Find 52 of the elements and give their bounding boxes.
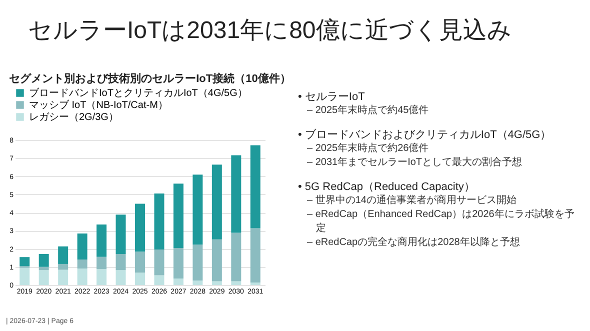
bar xyxy=(173,248,184,278)
legend-label: レガシー（2G/3G） xyxy=(29,112,118,123)
bar xyxy=(192,244,203,280)
legend-label: ブロードバンドIoTとクリティカルIoT（4G/5G） xyxy=(29,87,248,99)
bar xyxy=(77,259,88,269)
chart-subtitle: セグメント別および技術別のセルラーIoT接続（10億件） xyxy=(9,72,291,85)
bar xyxy=(173,184,184,248)
bar xyxy=(58,246,68,264)
chart-title: セルラーIoTは2031年に80億に近づく見込み xyxy=(28,16,512,46)
bar xyxy=(38,270,49,285)
bar xyxy=(192,280,203,285)
text: • セルラーIoT xyxy=(298,90,366,104)
text: – eRedCap（Enhanced RedCap）は2026年にラボ試験を予定 xyxy=(306,208,576,236)
bar xyxy=(20,268,30,285)
bar xyxy=(96,224,107,257)
bar xyxy=(250,282,260,285)
bar xyxy=(212,164,222,240)
text: – 2031年までセルラーIoTとして最大の割合予想 xyxy=(306,156,524,170)
bar xyxy=(135,204,145,252)
bar xyxy=(212,281,222,285)
bar xyxy=(154,193,164,250)
bar xyxy=(231,281,242,285)
bar xyxy=(212,239,222,282)
bar xyxy=(38,254,49,267)
text: – 世界中の14の通信事業者が商用サービス開始 xyxy=(306,194,518,208)
bar xyxy=(192,174,203,245)
bar xyxy=(58,270,68,285)
bar xyxy=(77,234,88,260)
bar xyxy=(38,266,49,270)
bar xyxy=(173,278,184,285)
legend-label: マッシブ IoT（NB-IoT/Cat-M） xyxy=(29,99,168,111)
text: • 5G RedCap（Reduced Capacity） xyxy=(298,180,476,194)
bar xyxy=(250,228,260,282)
text: – 2025年末時点で約26億件 xyxy=(306,142,430,156)
bar xyxy=(96,256,107,270)
bar xyxy=(154,275,164,285)
bar xyxy=(77,268,88,285)
bar xyxy=(58,264,68,270)
bar xyxy=(116,270,126,285)
bar xyxy=(116,214,126,254)
bar xyxy=(231,232,242,282)
bar xyxy=(135,252,145,273)
bar xyxy=(250,145,260,228)
text: – eRedCapの完全な商用化は2028年以降と予想 xyxy=(306,236,521,250)
text: – 2025年末時点で約45億件 xyxy=(306,104,430,118)
bar xyxy=(116,254,126,270)
bar xyxy=(135,272,145,285)
text: • ブロードバンドおよびクリティカルIoT（4G/5G） xyxy=(298,128,552,142)
bar xyxy=(231,155,242,233)
bar xyxy=(96,269,107,285)
bar xyxy=(20,257,30,266)
bar xyxy=(154,249,164,276)
